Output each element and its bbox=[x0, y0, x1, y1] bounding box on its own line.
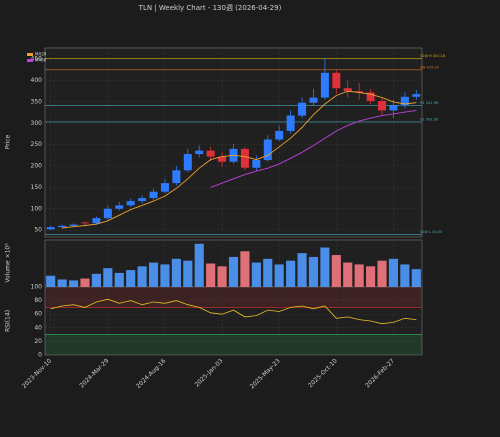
volume-bar bbox=[331, 255, 341, 287]
y-tick-label: 200 bbox=[31, 163, 43, 170]
volume-bar bbox=[274, 264, 284, 287]
volume-axis-label: Volume ×10⁶ bbox=[5, 243, 12, 283]
level-label: R1 341.96 bbox=[420, 101, 438, 105]
volume-bar bbox=[240, 251, 250, 287]
volume-bar bbox=[160, 264, 170, 287]
volume-bar bbox=[137, 266, 147, 287]
rsi-tick-label: 100 bbox=[31, 284, 43, 291]
candle-body bbox=[206, 150, 215, 157]
volume-bar bbox=[91, 273, 101, 287]
candle-body bbox=[46, 227, 55, 230]
candle-body bbox=[103, 208, 112, 219]
volume-bar bbox=[217, 266, 227, 287]
volume-bar bbox=[388, 258, 399, 287]
candle-body bbox=[286, 115, 295, 131]
volume-bar bbox=[251, 262, 261, 287]
y-tick-label: 350 bbox=[31, 98, 43, 105]
candle-body bbox=[149, 191, 158, 199]
volume-bar bbox=[183, 260, 193, 287]
candle-body bbox=[378, 101, 387, 111]
candle-body bbox=[309, 97, 318, 103]
legend-swatch bbox=[27, 59, 33, 62]
candle-body bbox=[69, 224, 78, 226]
volume-bar bbox=[68, 280, 79, 287]
volume-bar bbox=[286, 260, 296, 287]
y-tick-label: 250 bbox=[31, 141, 43, 148]
volume-bar bbox=[308, 256, 319, 287]
candle-body bbox=[138, 198, 147, 202]
ma-line bbox=[210, 109, 417, 188]
y-tick-label: 400 bbox=[31, 77, 43, 84]
candle-body bbox=[195, 150, 204, 155]
candle-body bbox=[320, 72, 329, 98]
rsi-tick-label: 80 bbox=[34, 297, 42, 304]
volume-bar bbox=[126, 270, 136, 287]
candle-body bbox=[80, 222, 89, 224]
candle-body bbox=[355, 91, 364, 93]
volume-bar bbox=[366, 266, 376, 287]
chart-title: TLN | Weekly Chart - 130週 (2026-04-29) bbox=[138, 3, 282, 12]
rsi-tick-label: 0 bbox=[38, 352, 42, 359]
overbought-zone bbox=[45, 287, 422, 308]
candle-body bbox=[343, 88, 352, 92]
volume-bar bbox=[57, 279, 67, 287]
candle-body bbox=[332, 72, 341, 89]
volume-bar bbox=[194, 243, 204, 287]
candle-body bbox=[218, 156, 227, 162]
volume-bar bbox=[148, 262, 159, 287]
candle-body bbox=[275, 130, 284, 140]
candle-body bbox=[252, 160, 261, 168]
candle-body bbox=[412, 94, 421, 97]
volume-bar bbox=[206, 263, 216, 287]
volume-bar bbox=[354, 264, 364, 287]
y-tick-label: 450 bbox=[31, 56, 43, 63]
candle-body bbox=[92, 218, 101, 224]
volume-bar bbox=[411, 269, 421, 287]
candle-body bbox=[172, 170, 181, 184]
candle-body bbox=[389, 105, 398, 111]
rsi-tick-label: 20 bbox=[34, 338, 42, 345]
candle-body bbox=[400, 96, 409, 106]
candle-body bbox=[115, 205, 124, 209]
rsi-tick-label: 40 bbox=[34, 324, 42, 331]
oversold-zone bbox=[45, 334, 422, 355]
y-tick-label: 300 bbox=[31, 120, 43, 127]
volume-bar bbox=[171, 258, 181, 287]
level-label: 52W L 40.00 bbox=[420, 230, 442, 234]
candle-body bbox=[160, 183, 169, 192]
candle-body bbox=[298, 102, 307, 116]
ma-line bbox=[62, 90, 417, 229]
level-label: 52W H 451.18 bbox=[420, 54, 445, 58]
legend-swatch bbox=[27, 53, 33, 56]
level-label: S1 303.38 bbox=[420, 117, 438, 121]
candle-body bbox=[240, 148, 249, 168]
volume-bar bbox=[103, 268, 113, 287]
volume-bar bbox=[343, 262, 353, 287]
candle-body bbox=[183, 154, 192, 171]
y-tick-label: 100 bbox=[31, 205, 43, 212]
candle-body bbox=[126, 201, 135, 206]
level-label: FIB 425.00 bbox=[420, 65, 439, 69]
legend-label: MA60 bbox=[35, 58, 47, 63]
volume-bar bbox=[297, 253, 307, 287]
y-axis-label: Price bbox=[5, 134, 12, 149]
candle-body bbox=[58, 225, 67, 228]
volume-bar bbox=[228, 256, 239, 287]
legend-label: MA20 bbox=[35, 52, 47, 57]
candle-body bbox=[366, 92, 375, 102]
rsi-line bbox=[50, 298, 417, 325]
rsi-tick-label: 60 bbox=[34, 311, 42, 318]
rsi-axis-label: RSI(14) bbox=[5, 310, 12, 332]
volume-bar bbox=[80, 278, 90, 287]
volume-bar bbox=[114, 272, 124, 287]
volume-bar bbox=[377, 260, 387, 287]
volume-bar bbox=[46, 275, 56, 287]
candle-body bbox=[263, 139, 272, 161]
y-tick-label: 150 bbox=[31, 184, 43, 191]
y-tick-label: 50 bbox=[34, 227, 42, 234]
volume-bar bbox=[320, 247, 330, 287]
volume-bar bbox=[263, 258, 273, 287]
volume-bar bbox=[400, 264, 410, 287]
